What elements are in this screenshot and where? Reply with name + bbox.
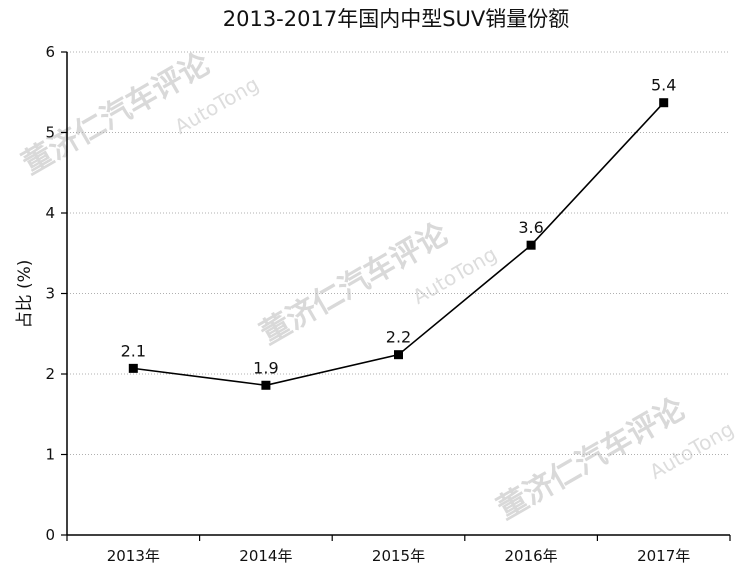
x-tick-label: 2014年	[239, 547, 292, 565]
data-point-marker	[394, 350, 403, 360]
y-tick-label: 2	[45, 365, 55, 383]
x-tick-label: 2017年	[637, 547, 690, 565]
series-markers	[128, 98, 669, 390]
y-tick-label: 5	[45, 124, 55, 142]
data-label: 3.6	[518, 218, 543, 237]
data-label: 1.9	[253, 358, 278, 377]
data-label: 5.4	[651, 76, 676, 95]
y-tick-label: 1	[45, 446, 55, 464]
data-point-marker	[526, 240, 536, 250]
y-tick-label: 6	[45, 43, 55, 61]
watermark-3: 董济仁汽车评论 AutoTong	[492, 391, 738, 527]
x-tick-label: 2015年	[372, 547, 425, 565]
data-point-marker	[659, 98, 669, 108]
data-label: 2.1	[121, 341, 146, 360]
data-labels: 2.1 1.9 2.2 3.6 5.4	[121, 76, 677, 378]
chart-title: 2013-2017年国内中型SUV销量份额	[223, 7, 570, 31]
y-axis-label: 占比 (%)	[15, 260, 35, 329]
data-point-marker	[261, 380, 271, 390]
data-point-marker	[128, 363, 138, 373]
y-ticks: 0 1 2 3 4 5 6	[45, 43, 67, 544]
data-label: 2.2	[386, 328, 411, 347]
x-ticks: 2013年 2014年 2015年 2016年 2017年	[66, 535, 731, 565]
x-tick-label: 2016年	[505, 547, 558, 565]
watermark-2: 董济仁汽车评论 AutoTong	[255, 216, 501, 352]
y-tick-label: 4	[45, 204, 55, 222]
grid-lines	[67, 51, 730, 455]
y-tick-label: 0	[45, 526, 55, 544]
y-tick-label: 3	[45, 285, 55, 303]
x-tick-label: 2013年	[107, 547, 160, 565]
